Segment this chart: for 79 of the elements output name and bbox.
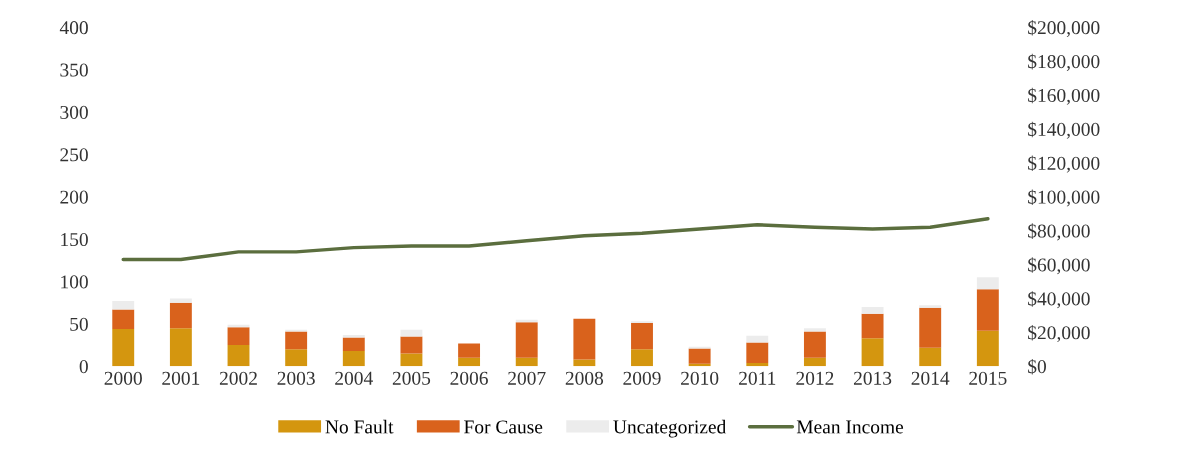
bar (342, 337, 365, 352)
bar (285, 331, 308, 350)
legend-label: Mean Income (796, 420, 904, 434)
bar (861, 306, 884, 314)
bar (631, 323, 653, 350)
bar (342, 351, 365, 367)
bar (400, 329, 423, 337)
bar (285, 349, 308, 367)
bar (169, 328, 192, 367)
bar (400, 353, 423, 367)
legend-label: No Fault (325, 419, 394, 434)
x-tick-label: 2006 (450, 371, 488, 385)
x-tick-label: 2007 (508, 371, 546, 385)
y2-tick-label: $140,000 (1028, 121, 1100, 139)
bar (573, 359, 596, 367)
y-tick-label: 0 (79, 360, 88, 374)
legend-label: For Cause (464, 420, 543, 434)
y-tick-label: 150 (61, 232, 88, 247)
bar (458, 343, 481, 358)
bar (976, 277, 999, 290)
bar (400, 336, 423, 354)
bar (688, 348, 711, 364)
bar (515, 357, 538, 367)
bar (746, 335, 769, 343)
x-tick-label: 2001 (162, 371, 200, 385)
bar (169, 298, 192, 303)
bar (573, 318, 596, 360)
x-tick-label: 2003 (277, 371, 315, 385)
x-tick-label: 2013 (853, 371, 892, 385)
line-series (121, 217, 990, 262)
x-tick-label: 2002 (219, 371, 257, 385)
bar (803, 331, 826, 358)
x-tick-label: 2010 (681, 371, 719, 385)
y2-tick-label: $40,000 (1028, 291, 1090, 309)
y-tick-label: 250 (60, 148, 88, 162)
bar (976, 330, 999, 367)
y-tick-label: 100 (61, 275, 88, 289)
y-tick-label: 350 (60, 63, 88, 77)
y-tick-label: 200 (60, 190, 88, 204)
x-tick-label: 2011 (739, 371, 776, 385)
y2-tick-label: $200,000 (1028, 19, 1100, 38)
y2-tick-label: $60,000 (1028, 257, 1090, 275)
y2-tick-label: $80,000 (1028, 223, 1090, 241)
y2-tick-label: $180,000 (1028, 53, 1100, 71)
bar (169, 302, 192, 329)
x-tick-label: 2009 (623, 371, 661, 385)
bar (515, 322, 538, 358)
x-tick-label: 2005 (392, 371, 431, 385)
bar (803, 328, 826, 332)
bar (803, 357, 826, 367)
bar (861, 338, 884, 367)
bar (458, 357, 481, 367)
y2-tick-label: $20,000 (1028, 325, 1090, 343)
bar (861, 313, 884, 339)
bar (227, 327, 250, 346)
x-tick-label: 2008 (565, 371, 604, 385)
bar (631, 349, 653, 367)
y2-tick-label: $120,000 (1028, 155, 1100, 173)
y-tick-label: 300 (60, 105, 88, 119)
bar (112, 309, 135, 329)
y2-tick-label: $100,000 (1028, 189, 1100, 207)
y-tick-label: 400 (59, 21, 88, 35)
y-tick-label: 50 (70, 317, 88, 331)
x-tick-label: 2000 (104, 371, 142, 385)
x-tick-label: 2004 (335, 371, 373, 385)
bar (919, 347, 942, 367)
legend-label: Uncategorized (613, 419, 727, 438)
bar (919, 307, 942, 348)
x-tick-label: 2012 (796, 371, 834, 385)
bar (227, 345, 250, 367)
bar (976, 289, 999, 331)
y2-tick-label: $160,000 (1028, 87, 1100, 105)
bar (112, 328, 135, 367)
x-tick-label: 2014 (911, 371, 950, 385)
bar (919, 305, 942, 308)
bar (112, 301, 135, 310)
y2-tick-label: $0 (1028, 358, 1046, 375)
x-tick-label: 2015 (969, 371, 1007, 385)
bar (746, 342, 769, 363)
